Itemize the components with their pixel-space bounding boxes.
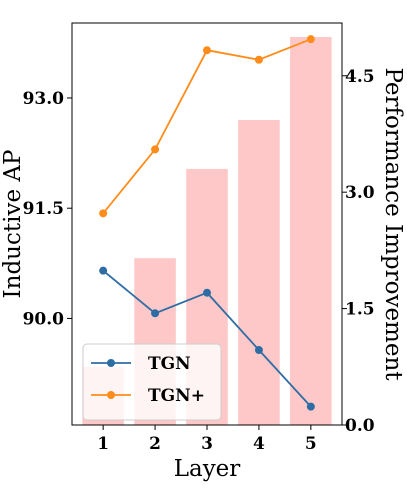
x-tick-label-4: 4	[253, 434, 265, 454]
legend-marker-tgn	[107, 359, 115, 367]
left-tick-label-0: 90.0	[23, 309, 65, 329]
point-tgn-5	[306, 402, 315, 411]
point-tgn-plus-4	[254, 55, 263, 64]
right-tick-label-1: 1.5	[345, 300, 375, 320]
point-tgn-plus-1	[99, 209, 108, 218]
point-tgn-4	[254, 346, 263, 355]
point-tgn-2	[151, 309, 160, 318]
bar-layer-5	[290, 36, 332, 425]
x-tick-label-1: 1	[97, 434, 109, 454]
x-tick-label-2: 2	[149, 434, 161, 454]
legend-label-tgn-plus: TGN+	[148, 386, 205, 406]
legend-label-tgn: TGN	[148, 354, 191, 374]
ticks-layer: 1 2 3 4 5 90.0 91.5 93.0 0.0 1.5 3.0 4.5	[23, 67, 375, 454]
point-tgn-plus-2	[151, 145, 160, 154]
x-tick-label-5: 5	[305, 434, 317, 454]
right-tick-label-3: 4.5	[345, 67, 375, 87]
right-tick-label-2: 3.0	[345, 183, 375, 203]
legend: TGN TGN+	[82, 343, 222, 421]
point-tgn-plus-3	[203, 46, 211, 55]
left-tick-label-2: 93.0	[23, 89, 65, 109]
lines-layer	[99, 35, 315, 411]
bar-layer-4	[238, 120, 280, 425]
bars-layer	[82, 36, 332, 426]
point-tgn-plus-5	[306, 35, 315, 44]
right-tick-label-0: 0.0	[345, 416, 375, 436]
legend-marker-tgn-plus	[107, 391, 115, 399]
x-tick-label-3: 3	[201, 434, 213, 454]
point-tgn-1	[99, 266, 108, 275]
right-axis-label: Performance Improvement	[380, 67, 406, 381]
left-tick-label-1: 91.5	[23, 199, 64, 219]
left-axis-label: Inductive AP	[0, 150, 26, 299]
point-tgn-3	[203, 288, 211, 297]
x-axis-label: Layer	[174, 456, 241, 482]
